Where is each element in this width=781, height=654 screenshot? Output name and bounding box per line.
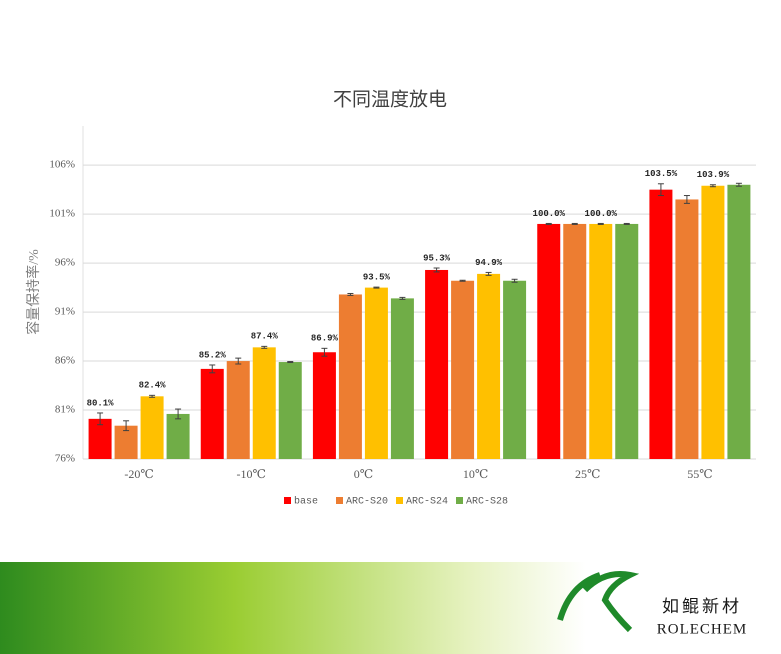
data-label: 80.1%	[87, 398, 115, 408]
bar	[503, 280, 527, 459]
bar	[200, 368, 224, 459]
logo-name: 如鲲新材	[662, 597, 742, 616]
data-label: 94.9%	[475, 258, 503, 268]
bar	[589, 223, 613, 459]
data-label: 103.5%	[645, 169, 678, 179]
y-tick-label: 81%	[55, 404, 75, 416]
legend-label: ARC-S20	[346, 497, 388, 508]
bar	[88, 418, 112, 459]
bar	[278, 362, 302, 459]
bar	[338, 294, 362, 459]
y-tick-label: 96%	[55, 257, 75, 269]
y-tick-label: 86%	[55, 355, 75, 367]
data-label: 85.2%	[199, 350, 227, 360]
x-tick-label: 55℃	[687, 467, 712, 481]
y-tick-label: 101%	[49, 208, 75, 220]
data-label: 82.4%	[139, 381, 167, 391]
y-axis-label: 容量保持率/%	[25, 249, 42, 335]
bar	[390, 298, 414, 459]
bar	[451, 280, 475, 459]
legend-swatch	[396, 497, 403, 504]
data-label: 100.0%	[533, 209, 566, 219]
bar	[364, 287, 388, 459]
x-tick-label: -10℃	[237, 467, 266, 481]
y-tick-label: 106%	[49, 159, 75, 171]
y-tick-label: 91%	[55, 306, 75, 318]
bar	[727, 184, 751, 459]
data-label: 86.9%	[311, 334, 339, 344]
legend-swatch	[456, 497, 463, 504]
data-label: 93.5%	[363, 272, 391, 282]
x-tick-label: -20℃	[124, 467, 153, 481]
logo-brand: ROLECHEM	[657, 621, 748, 637]
legend-swatch	[284, 497, 291, 504]
bar	[425, 269, 449, 459]
data-label: 87.4%	[251, 332, 279, 342]
bar	[563, 223, 587, 459]
bar	[166, 413, 190, 459]
legend-label: ARC-S24	[406, 497, 448, 508]
footer-band	[0, 562, 781, 654]
data-label: 95.3%	[423, 253, 451, 263]
bar	[312, 352, 336, 459]
logo: 如鲲新材 ROLECHEM	[557, 571, 748, 637]
legend-swatch	[336, 497, 343, 504]
bar	[114, 425, 138, 459]
bar	[701, 185, 725, 459]
x-tick-label: 25℃	[575, 467, 600, 481]
bar	[675, 199, 699, 460]
x-tick-label: 10℃	[463, 467, 488, 481]
data-label: 100.0%	[585, 209, 618, 219]
legend-label: ARC-S28	[466, 497, 508, 508]
bar	[226, 361, 250, 459]
bar	[537, 223, 561, 459]
legend-label: base	[294, 496, 318, 508]
data-label: 103.9%	[697, 170, 730, 180]
bar	[477, 273, 501, 459]
y-tick-label: 76%	[55, 453, 75, 465]
bar	[252, 347, 276, 459]
bar	[649, 189, 673, 460]
logo-mark	[557, 571, 640, 633]
chart-title: 不同温度放电	[333, 88, 447, 110]
x-tick-label: 0℃	[354, 467, 373, 481]
bar	[615, 223, 639, 459]
bar	[140, 396, 164, 459]
